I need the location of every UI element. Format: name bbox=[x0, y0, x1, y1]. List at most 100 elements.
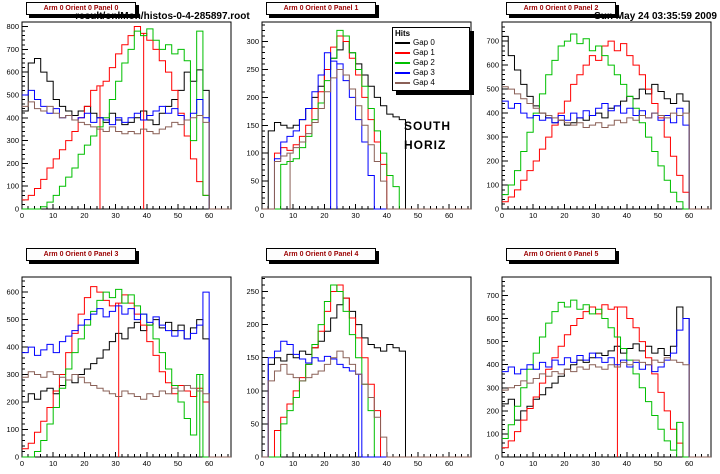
pad-arm0-orient0-panel4[interactable]: 0 10 20 30 40 50 60 0 50 100 150 200 250 Arm 0 Orien… bbox=[240, 237, 480, 474]
canvas-timestamp: Sun May 24 03:35:59 2009 bbox=[594, 11, 717, 22]
svg-text:300: 300 bbox=[6, 136, 19, 145]
svg-text:600: 600 bbox=[486, 314, 499, 323]
pad-arm0-orient0-panel5[interactable]: 0 10 20 30 40 50 60 0 100 200 300 400 500 600 700 Arm … bbox=[480, 237, 720, 474]
horiz-label: HORIZ bbox=[404, 138, 447, 152]
svg-text:800: 800 bbox=[6, 22, 19, 31]
south-label: SOUTH bbox=[404, 119, 451, 133]
svg-text:0: 0 bbox=[20, 211, 24, 220]
legend-entry: Gap 0 bbox=[395, 38, 467, 48]
panel3-title: Arm 0 Orient 0 Panel 3 bbox=[43, 251, 119, 258]
panel1-title-box[interactable]: Arm 0 Orient 0 Panel 1 bbox=[266, 2, 376, 15]
svg-text:700: 700 bbox=[486, 37, 499, 46]
svg-text:400: 400 bbox=[6, 113, 19, 122]
svg-text:50: 50 bbox=[414, 211, 422, 220]
svg-text:10: 10 bbox=[529, 211, 537, 220]
legend-line-sample bbox=[395, 72, 410, 74]
svg-text:40: 40 bbox=[623, 459, 631, 468]
svg-text:20: 20 bbox=[560, 211, 568, 220]
svg-text:50: 50 bbox=[414, 459, 422, 468]
svg-text:0: 0 bbox=[500, 459, 504, 468]
svg-text:40: 40 bbox=[623, 211, 631, 220]
svg-text:60: 60 bbox=[685, 459, 693, 468]
svg-text:50: 50 bbox=[654, 211, 662, 220]
svg-text:30: 30 bbox=[591, 211, 599, 220]
legend-line-sample bbox=[395, 62, 410, 64]
svg-text:100: 100 bbox=[6, 425, 19, 434]
canvas-file-title: result/onlMon/histos-0-4-285897.root bbox=[75, 11, 250, 22]
panel0-title-box[interactable]: Arm 0 Orient 0 Panel 0 bbox=[26, 2, 136, 15]
svg-text:0: 0 bbox=[20, 459, 24, 468]
svg-text:0: 0 bbox=[255, 453, 259, 462]
svg-text:100: 100 bbox=[486, 429, 499, 438]
legend-entry-label: Gap 3 bbox=[413, 68, 435, 77]
svg-text:0: 0 bbox=[495, 453, 499, 462]
svg-text:200: 200 bbox=[246, 93, 259, 102]
pad-arm0-orient0-panel2[interactable]: 0 10 20 30 40 50 60 0 100 200 300 400 500 600 700 Arm … bbox=[480, 0, 720, 237]
svg-text:500: 500 bbox=[6, 90, 19, 99]
svg-text:50: 50 bbox=[174, 211, 182, 220]
panel5-title-box[interactable]: Arm 0 Orient 0 Panel 5 bbox=[506, 248, 616, 261]
histogram-plot-panel4[interactable]: 0 10 20 30 40 50 60 0 50 100 150 200 250 bbox=[240, 237, 480, 474]
svg-text:50: 50 bbox=[251, 177, 259, 186]
svg-text:0: 0 bbox=[15, 453, 19, 462]
svg-text:0: 0 bbox=[15, 205, 19, 214]
legend-line-sample bbox=[395, 52, 410, 54]
legend-entry: Gap 2 bbox=[395, 58, 467, 68]
panel2-title-box[interactable]: Arm 0 Orient 0 Panel 2 bbox=[506, 2, 616, 15]
svg-text:0: 0 bbox=[500, 211, 504, 220]
panel4-title: Arm 0 Orient 0 Panel 4 bbox=[283, 251, 359, 258]
legend-title: Hits bbox=[395, 29, 411, 38]
svg-text:50: 50 bbox=[251, 419, 259, 428]
panel2-title: Arm 0 Orient 0 Panel 2 bbox=[523, 5, 599, 12]
svg-text:40: 40 bbox=[143, 459, 151, 468]
svg-text:10: 10 bbox=[49, 211, 57, 220]
svg-text:50: 50 bbox=[654, 459, 662, 468]
panel3-title-box[interactable]: Arm 0 Orient 0 Panel 3 bbox=[26, 248, 136, 261]
panel1-title: Arm 0 Orient 0 Panel 1 bbox=[283, 5, 359, 12]
svg-text:500: 500 bbox=[486, 85, 499, 94]
svg-text:400: 400 bbox=[486, 109, 499, 118]
pad-arm0-orient0-panel0[interactable]: 0 10 20 30 40 50 60 0 100 200 300 400 500 600 700 800 A… bbox=[0, 0, 240, 237]
pad-arm0-orient0-panel3[interactable]: 0 10 20 30 40 50 60 0 100 200 300 400 500 600 Arm 0 O… bbox=[0, 237, 240, 474]
svg-text:300: 300 bbox=[6, 370, 19, 379]
svg-text:100: 100 bbox=[6, 182, 19, 191]
svg-text:300: 300 bbox=[486, 383, 499, 392]
south-horiz-label: SOUTH HORIZ bbox=[404, 117, 451, 155]
svg-text:30: 30 bbox=[351, 459, 359, 468]
svg-text:0: 0 bbox=[255, 205, 259, 214]
svg-text:10: 10 bbox=[529, 459, 537, 468]
svg-text:200: 200 bbox=[6, 159, 19, 168]
svg-text:200: 200 bbox=[246, 320, 259, 329]
legend-entry: Gap 3 bbox=[395, 68, 467, 78]
svg-text:60: 60 bbox=[685, 211, 693, 220]
svg-text:30: 30 bbox=[591, 459, 599, 468]
svg-text:100: 100 bbox=[246, 386, 259, 395]
legend-entry: Gap 4 bbox=[395, 78, 467, 88]
svg-text:600: 600 bbox=[6, 288, 19, 297]
svg-text:30: 30 bbox=[111, 459, 119, 468]
svg-text:10: 10 bbox=[289, 211, 297, 220]
svg-text:300: 300 bbox=[486, 133, 499, 142]
svg-text:0: 0 bbox=[260, 459, 264, 468]
svg-text:20: 20 bbox=[560, 459, 568, 468]
svg-text:60: 60 bbox=[205, 459, 213, 468]
svg-text:40: 40 bbox=[383, 459, 391, 468]
svg-text:50: 50 bbox=[174, 459, 182, 468]
svg-text:20: 20 bbox=[80, 459, 88, 468]
panel4-title-box[interactable]: Arm 0 Orient 0 Panel 4 bbox=[266, 248, 376, 261]
svg-text:20: 20 bbox=[80, 211, 88, 220]
svg-text:100: 100 bbox=[246, 149, 259, 158]
svg-text:20: 20 bbox=[320, 211, 328, 220]
svg-text:200: 200 bbox=[486, 157, 499, 166]
svg-text:600: 600 bbox=[6, 68, 19, 77]
svg-text:300: 300 bbox=[246, 37, 259, 46]
legend-entry: Gap 1 bbox=[395, 48, 467, 58]
svg-text:700: 700 bbox=[486, 291, 499, 300]
svg-text:150: 150 bbox=[246, 353, 259, 362]
hits-legend[interactable]: Hits Gap 0 Gap 1 Gap 2 Gap 3 Gap 4 bbox=[392, 27, 470, 91]
